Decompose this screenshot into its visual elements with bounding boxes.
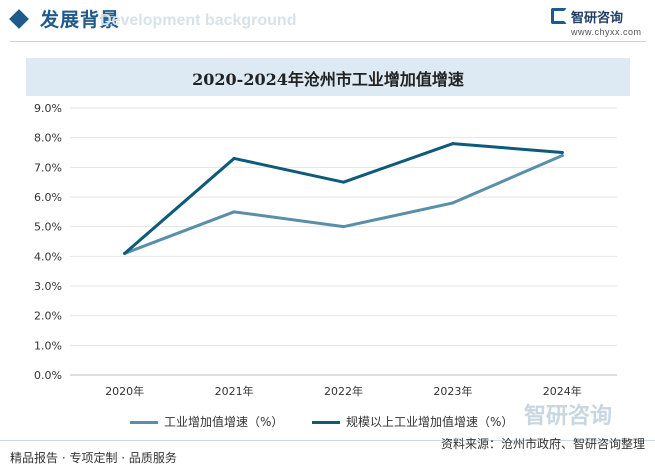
series-line-2: [123, 142, 564, 255]
data-point-series-1: [560, 153, 564, 157]
y-tick-label: 8.0%: [34, 132, 62, 145]
x-tick-label: 2021年: [215, 384, 254, 398]
data-point-series-2: [451, 142, 455, 146]
x-tick-label: 2024年: [543, 384, 582, 398]
series-line-1: [123, 153, 564, 255]
chart-title: 2020-2024年沧州市工业增加值增速: [192, 70, 464, 89]
y-tick-label: 6.0%: [34, 191, 62, 204]
y-tick-label: 1.0%: [34, 339, 62, 352]
footer-tagline: 精品报告 · 专项定制 · 品质服务: [10, 451, 177, 465]
x-tick-label: 2020年: [105, 384, 144, 398]
x-tick-label: 2023年: [433, 384, 472, 398]
diamond-bullet-icon: [9, 9, 29, 29]
brand-name: 智研咨询: [571, 11, 624, 26]
footer-divider: [0, 440, 655, 441]
brand-logo: 智研咨询 www.chyxx.com: [551, 7, 641, 41]
y-tick-label: 2.0%: [34, 310, 62, 323]
data-point-series-1: [451, 201, 455, 205]
y-tick-label: 7.0%: [34, 161, 62, 174]
section-title: 发展背景: [40, 9, 121, 31]
data-point-series-1: [342, 225, 345, 229]
data-point-series-1: [232, 210, 236, 214]
data-point-series-2: [342, 180, 345, 184]
legend-label-series-2: 规模以上工业增加值增速（%）: [346, 415, 514, 429]
brand-mark-icon: [551, 8, 567, 24]
source-note: 资料来源：沧州市政府、智研咨询整理: [440, 437, 645, 451]
chart-title-band: 2020-2024年沧州市工业增加值增速: [26, 58, 630, 96]
y-tick-label: 0.0%: [34, 369, 62, 382]
x-tick-label: 2022年: [324, 384, 363, 398]
y-tick-label: 5.0%: [34, 221, 62, 234]
y-tick-label: 9.0%: [34, 102, 62, 115]
header: 发展背景 Development background 智研咨询 www.chy…: [0, 0, 655, 42]
legend-swatch-series-1: [130, 421, 158, 424]
y-tick-label: 3.0%: [34, 280, 62, 293]
legend-swatch-series-2: [312, 421, 340, 424]
brand-url: www.chyxx.com: [571, 27, 642, 37]
header-divider: [10, 41, 646, 42]
watermark-brand: 智研咨询: [524, 404, 613, 429]
data-point-series-2: [123, 251, 127, 255]
line-chart: 9.0% 8.0% 7.0% 6.0% 5.0% 4.0% 3.0% 2.0% 1.0% 0.0%…: [34, 102, 617, 398]
data-point-series-2: [560, 151, 564, 154]
section-ghost-text: Development background: [100, 12, 297, 29]
y-tick-label: 4.0%: [34, 250, 62, 263]
legend-label-series-1: 工业增加值增速（%）: [164, 415, 284, 429]
data-point-series-2: [232, 156, 236, 160]
